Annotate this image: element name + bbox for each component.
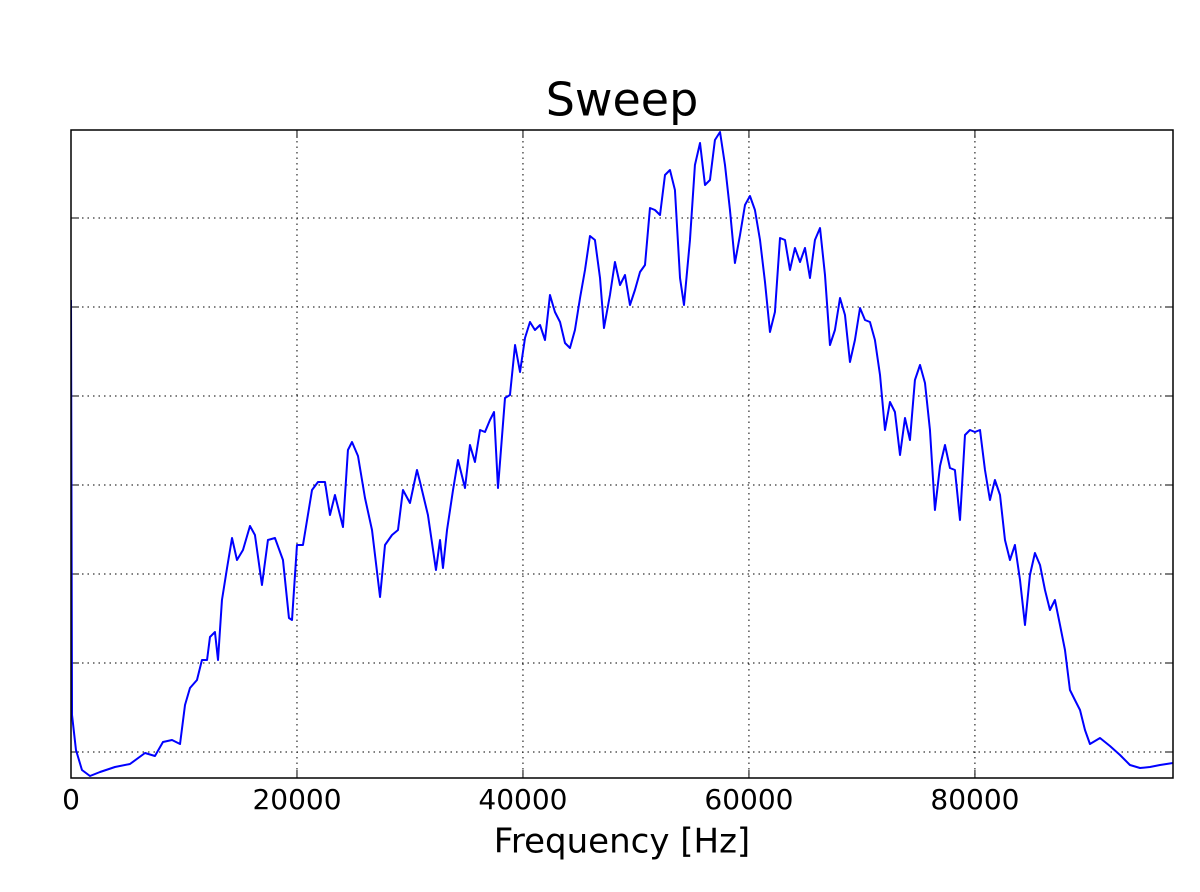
- x-tick-label: 40000: [478, 783, 567, 816]
- x-tick-label: 20000: [252, 783, 341, 816]
- data-line: [71, 131, 1173, 777]
- plot-frame: [70, 129, 1174, 779]
- chart-title: Sweep: [546, 73, 699, 127]
- x-tick-label: 80000: [930, 783, 1019, 816]
- x-tick-label: 60000: [704, 783, 793, 816]
- x-axis-label: Frequency [Hz]: [494, 822, 750, 862]
- x-tick-label: 0: [62, 783, 80, 816]
